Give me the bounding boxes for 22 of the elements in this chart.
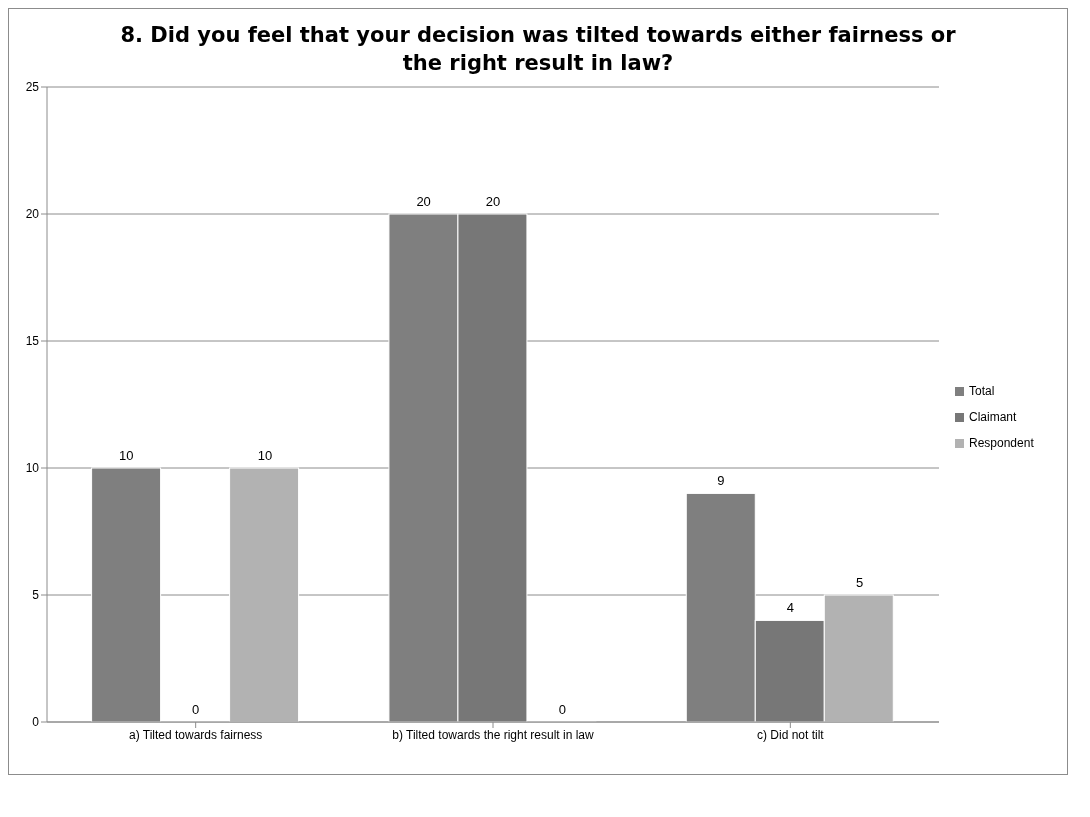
y-tick-label: 25: [25, 80, 40, 95]
x-tick-label: b) Tilted towards the right result in law: [392, 727, 595, 742]
data-label: 0: [192, 702, 200, 717]
legend-label: Respondent: [969, 435, 1034, 452]
y-tick-label: 10: [25, 461, 40, 476]
chart-title: 8. Did you feel that your decision was tilted towards either fairness or the right result in law?: [119, 22, 957, 77]
data-label: 9: [717, 473, 725, 489]
data-label: 20: [485, 194, 501, 209]
data-label: 5: [856, 575, 864, 590]
y-tick-label: 20: [25, 207, 40, 222]
y-tick-label: 15: [25, 334, 40, 349]
x-tick-label: c) Did not tilt: [756, 727, 825, 742]
legend-label: Claimant: [969, 409, 1017, 426]
legend-label: Total: [969, 383, 995, 400]
data-label: 0: [558, 702, 566, 717]
data-label: 20: [416, 194, 431, 209]
data-label: 10: [257, 448, 273, 463]
y-tick-label: 5: [32, 588, 40, 603]
data-label: 4: [786, 600, 794, 616]
data-label: 10: [119, 448, 134, 463]
x-tick-label: a) Tilted towards fairness: [128, 727, 263, 742]
y-tick-label: 0: [32, 715, 40, 730]
